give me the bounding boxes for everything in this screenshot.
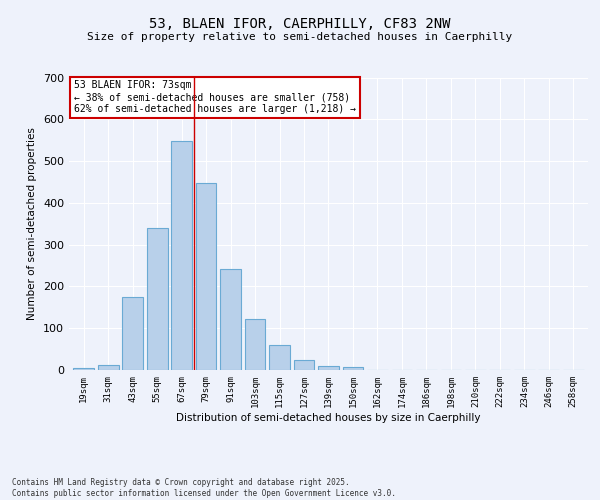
Bar	[73, 368, 94, 370]
Text: 53 BLAEN IFOR: 73sqm
← 38% of semi-detached houses are smaller (758)
62% of semi: 53 BLAEN IFOR: 73sqm ← 38% of semi-detac…	[74, 80, 356, 114]
Bar	[147, 228, 167, 370]
Bar	[293, 360, 314, 370]
Bar	[98, 364, 119, 370]
Bar	[343, 366, 364, 370]
Text: Size of property relative to semi-detached houses in Caerphilly: Size of property relative to semi-detach…	[88, 32, 512, 42]
Bar	[318, 366, 339, 370]
Y-axis label: Number of semi-detached properties: Number of semi-detached properties	[28, 128, 37, 320]
Text: 53, BLAEN IFOR, CAERPHILLY, CF83 2NW: 53, BLAEN IFOR, CAERPHILLY, CF83 2NW	[149, 18, 451, 32]
Text: Contains HM Land Registry data © Crown copyright and database right 2025.
Contai: Contains HM Land Registry data © Crown c…	[12, 478, 396, 498]
Bar	[196, 183, 217, 370]
X-axis label: Distribution of semi-detached houses by size in Caerphilly: Distribution of semi-detached houses by …	[176, 412, 481, 422]
Bar	[220, 269, 241, 370]
Bar	[245, 319, 265, 370]
Bar	[269, 345, 290, 370]
Bar	[122, 297, 143, 370]
Bar	[171, 141, 192, 370]
